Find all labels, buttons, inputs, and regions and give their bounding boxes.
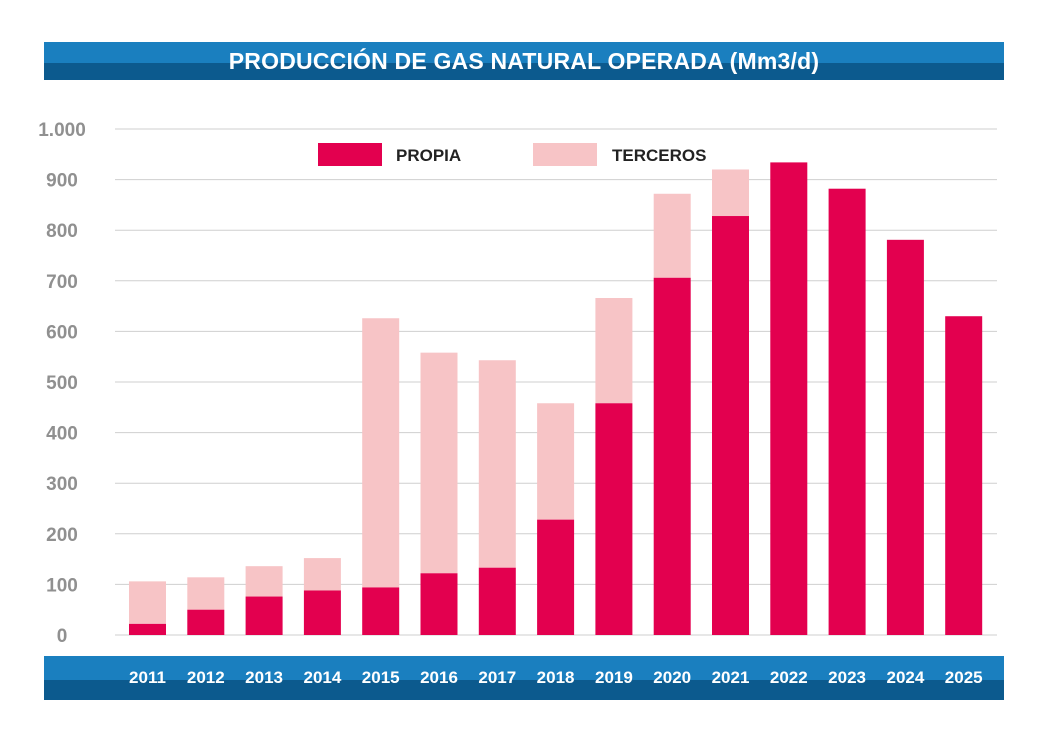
y-tick-label: 500 bbox=[46, 373, 78, 394]
bar-terceros bbox=[653, 193, 691, 278]
bar-propia bbox=[945, 316, 983, 635]
y-tick-label: 200 bbox=[46, 525, 78, 546]
bar-propia bbox=[129, 623, 166, 635]
y-tick-label: 600 bbox=[46, 322, 78, 343]
x-tick-label: 2024 bbox=[886, 668, 924, 687]
y-tick-label: 800 bbox=[46, 221, 78, 242]
bar-propia bbox=[303, 590, 341, 635]
legend-swatch-propia bbox=[318, 143, 382, 166]
y-tick-label: 1.000 bbox=[38, 120, 86, 141]
bar-propia bbox=[245, 596, 283, 635]
bar-propia bbox=[537, 519, 575, 635]
bar-propia bbox=[828, 188, 866, 635]
bar-propia bbox=[478, 567, 516, 635]
bar-terceros bbox=[187, 577, 225, 610]
chart-title: PRODUCCIÓN DE GAS NATURAL OPERADA (Mm3/d… bbox=[228, 48, 820, 74]
y-tick-label: 0 bbox=[57, 626, 68, 647]
bar-propia bbox=[886, 239, 924, 635]
bar-propia bbox=[653, 277, 691, 635]
x-tick-label: 2025 bbox=[945, 668, 983, 687]
title-banner: PRODUCCIÓN DE GAS NATURAL OPERADA (Mm3/d… bbox=[44, 42, 1004, 80]
legend-swatch-terceros bbox=[533, 143, 597, 166]
bar-terceros bbox=[362, 318, 400, 588]
x-tick-label: 2016 bbox=[420, 668, 458, 687]
x-tick-label: 2013 bbox=[245, 668, 283, 687]
x-tick-label: 2021 bbox=[712, 668, 750, 687]
bar-propia bbox=[420, 573, 458, 635]
x-axis-banner bbox=[44, 656, 1004, 700]
bar-terceros bbox=[420, 352, 458, 574]
bar-terceros bbox=[245, 566, 283, 597]
x-tick-label: 2014 bbox=[303, 668, 341, 687]
y-tick-label: 700 bbox=[46, 272, 78, 293]
legend-label-propia: PROPIA bbox=[396, 146, 461, 165]
bar-terceros bbox=[537, 403, 575, 520]
bar-propia bbox=[770, 162, 808, 635]
bar-terceros bbox=[595, 298, 633, 404]
x-tick-label: 2018 bbox=[537, 668, 575, 687]
y-tick-label: 400 bbox=[46, 424, 78, 445]
bar-propia bbox=[712, 216, 749, 636]
y-tick-label: 300 bbox=[46, 474, 78, 495]
x-tick-label: 2012 bbox=[187, 668, 225, 687]
bar-propia bbox=[595, 403, 633, 635]
x-tick-label: 2011 bbox=[129, 668, 166, 687]
bar-propia bbox=[362, 587, 400, 635]
bar-terceros bbox=[712, 169, 749, 217]
x-tick-label: 2020 bbox=[653, 668, 691, 687]
x-tick-label: 2022 bbox=[770, 668, 808, 687]
y-tick-label: 100 bbox=[46, 575, 78, 596]
bar-terceros bbox=[478, 360, 516, 568]
bar-terceros bbox=[303, 558, 341, 591]
x-tick-label: 2023 bbox=[828, 668, 866, 687]
x-tick-label: 2015 bbox=[362, 668, 400, 687]
y-tick-label: 900 bbox=[46, 171, 78, 192]
x-tick-label: 2019 bbox=[595, 668, 633, 687]
legend-label-terceros: TERCEROS bbox=[612, 146, 706, 165]
bar-terceros bbox=[129, 581, 166, 624]
bar-propia bbox=[187, 609, 225, 635]
x-tick-label: 2017 bbox=[478, 668, 516, 687]
